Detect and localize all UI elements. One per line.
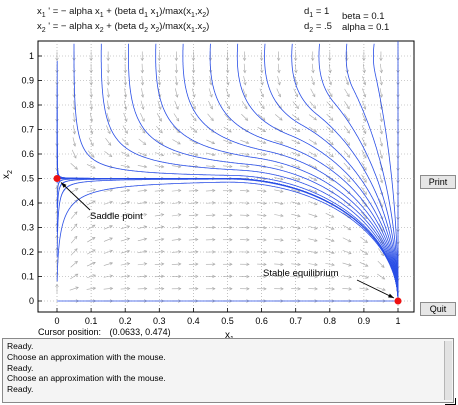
x-tick-label: 0.7 — [289, 316, 302, 326]
log-scrollbar[interactable] — [444, 341, 452, 400]
log-line: Choose an approximation with the mouse. — [7, 373, 449, 384]
x-tick-label: 0.4 — [187, 316, 200, 326]
y-tick-label: 0.6 — [21, 149, 34, 159]
x-tick-label: 1 — [395, 316, 400, 326]
quit-button[interactable]: Quit — [420, 302, 456, 316]
x-tick-label: 0.8 — [324, 316, 337, 326]
y-tick-label: 0.5 — [21, 174, 34, 184]
x-tick-label: 0.9 — [358, 316, 371, 326]
log-line: Ready. — [7, 384, 449, 395]
y-axis-label: x2 — [1, 170, 14, 179]
cursor-position-value: (0.0633, 0.474) — [110, 327, 171, 337]
y-tick-label: 1 — [29, 51, 34, 61]
y-tick-label: 0.7 — [21, 125, 34, 135]
plot-frame — [38, 41, 414, 312]
y-tick-label: 0.1 — [21, 272, 34, 282]
y-tick-label: 0.4 — [21, 198, 34, 208]
y-tick-label: 0.8 — [21, 100, 34, 110]
x-tick-label: 0.6 — [255, 316, 268, 326]
log-line: Choose an approximation with the mouse. — [7, 352, 449, 363]
log-line: Ready. — [7, 363, 449, 374]
y-tick-label: 0.9 — [21, 76, 34, 86]
saddle-point-marker — [54, 175, 61, 182]
cursor-position-label: Cursor position: — [38, 327, 101, 337]
saddle-point-label: Saddle point — [90, 211, 143, 222]
x-tick-label: 0.1 — [85, 316, 98, 326]
message-log[interactable]: Ready. Choose an approximation with the … — [2, 338, 454, 403]
print-button[interactable]: Print — [420, 175, 456, 189]
stable-equilibrium-label: Stable equilibrium — [263, 268, 339, 279]
x-tick-label: 0.2 — [119, 316, 132, 326]
stable-equilibrium-marker — [395, 298, 402, 305]
x-tick-label: 0.3 — [153, 316, 166, 326]
cursor-position: Cursor position: (0.0633, 0.474) — [38, 327, 177, 337]
x-tick-label: 0 — [54, 316, 59, 326]
x-tick-label: 0.5 — [221, 316, 234, 326]
log-line: Ready. — [7, 341, 449, 352]
y-tick-label: 0.2 — [21, 247, 34, 257]
y-tick-label: 0 — [29, 296, 34, 306]
y-tick-label: 0.3 — [21, 223, 34, 233]
